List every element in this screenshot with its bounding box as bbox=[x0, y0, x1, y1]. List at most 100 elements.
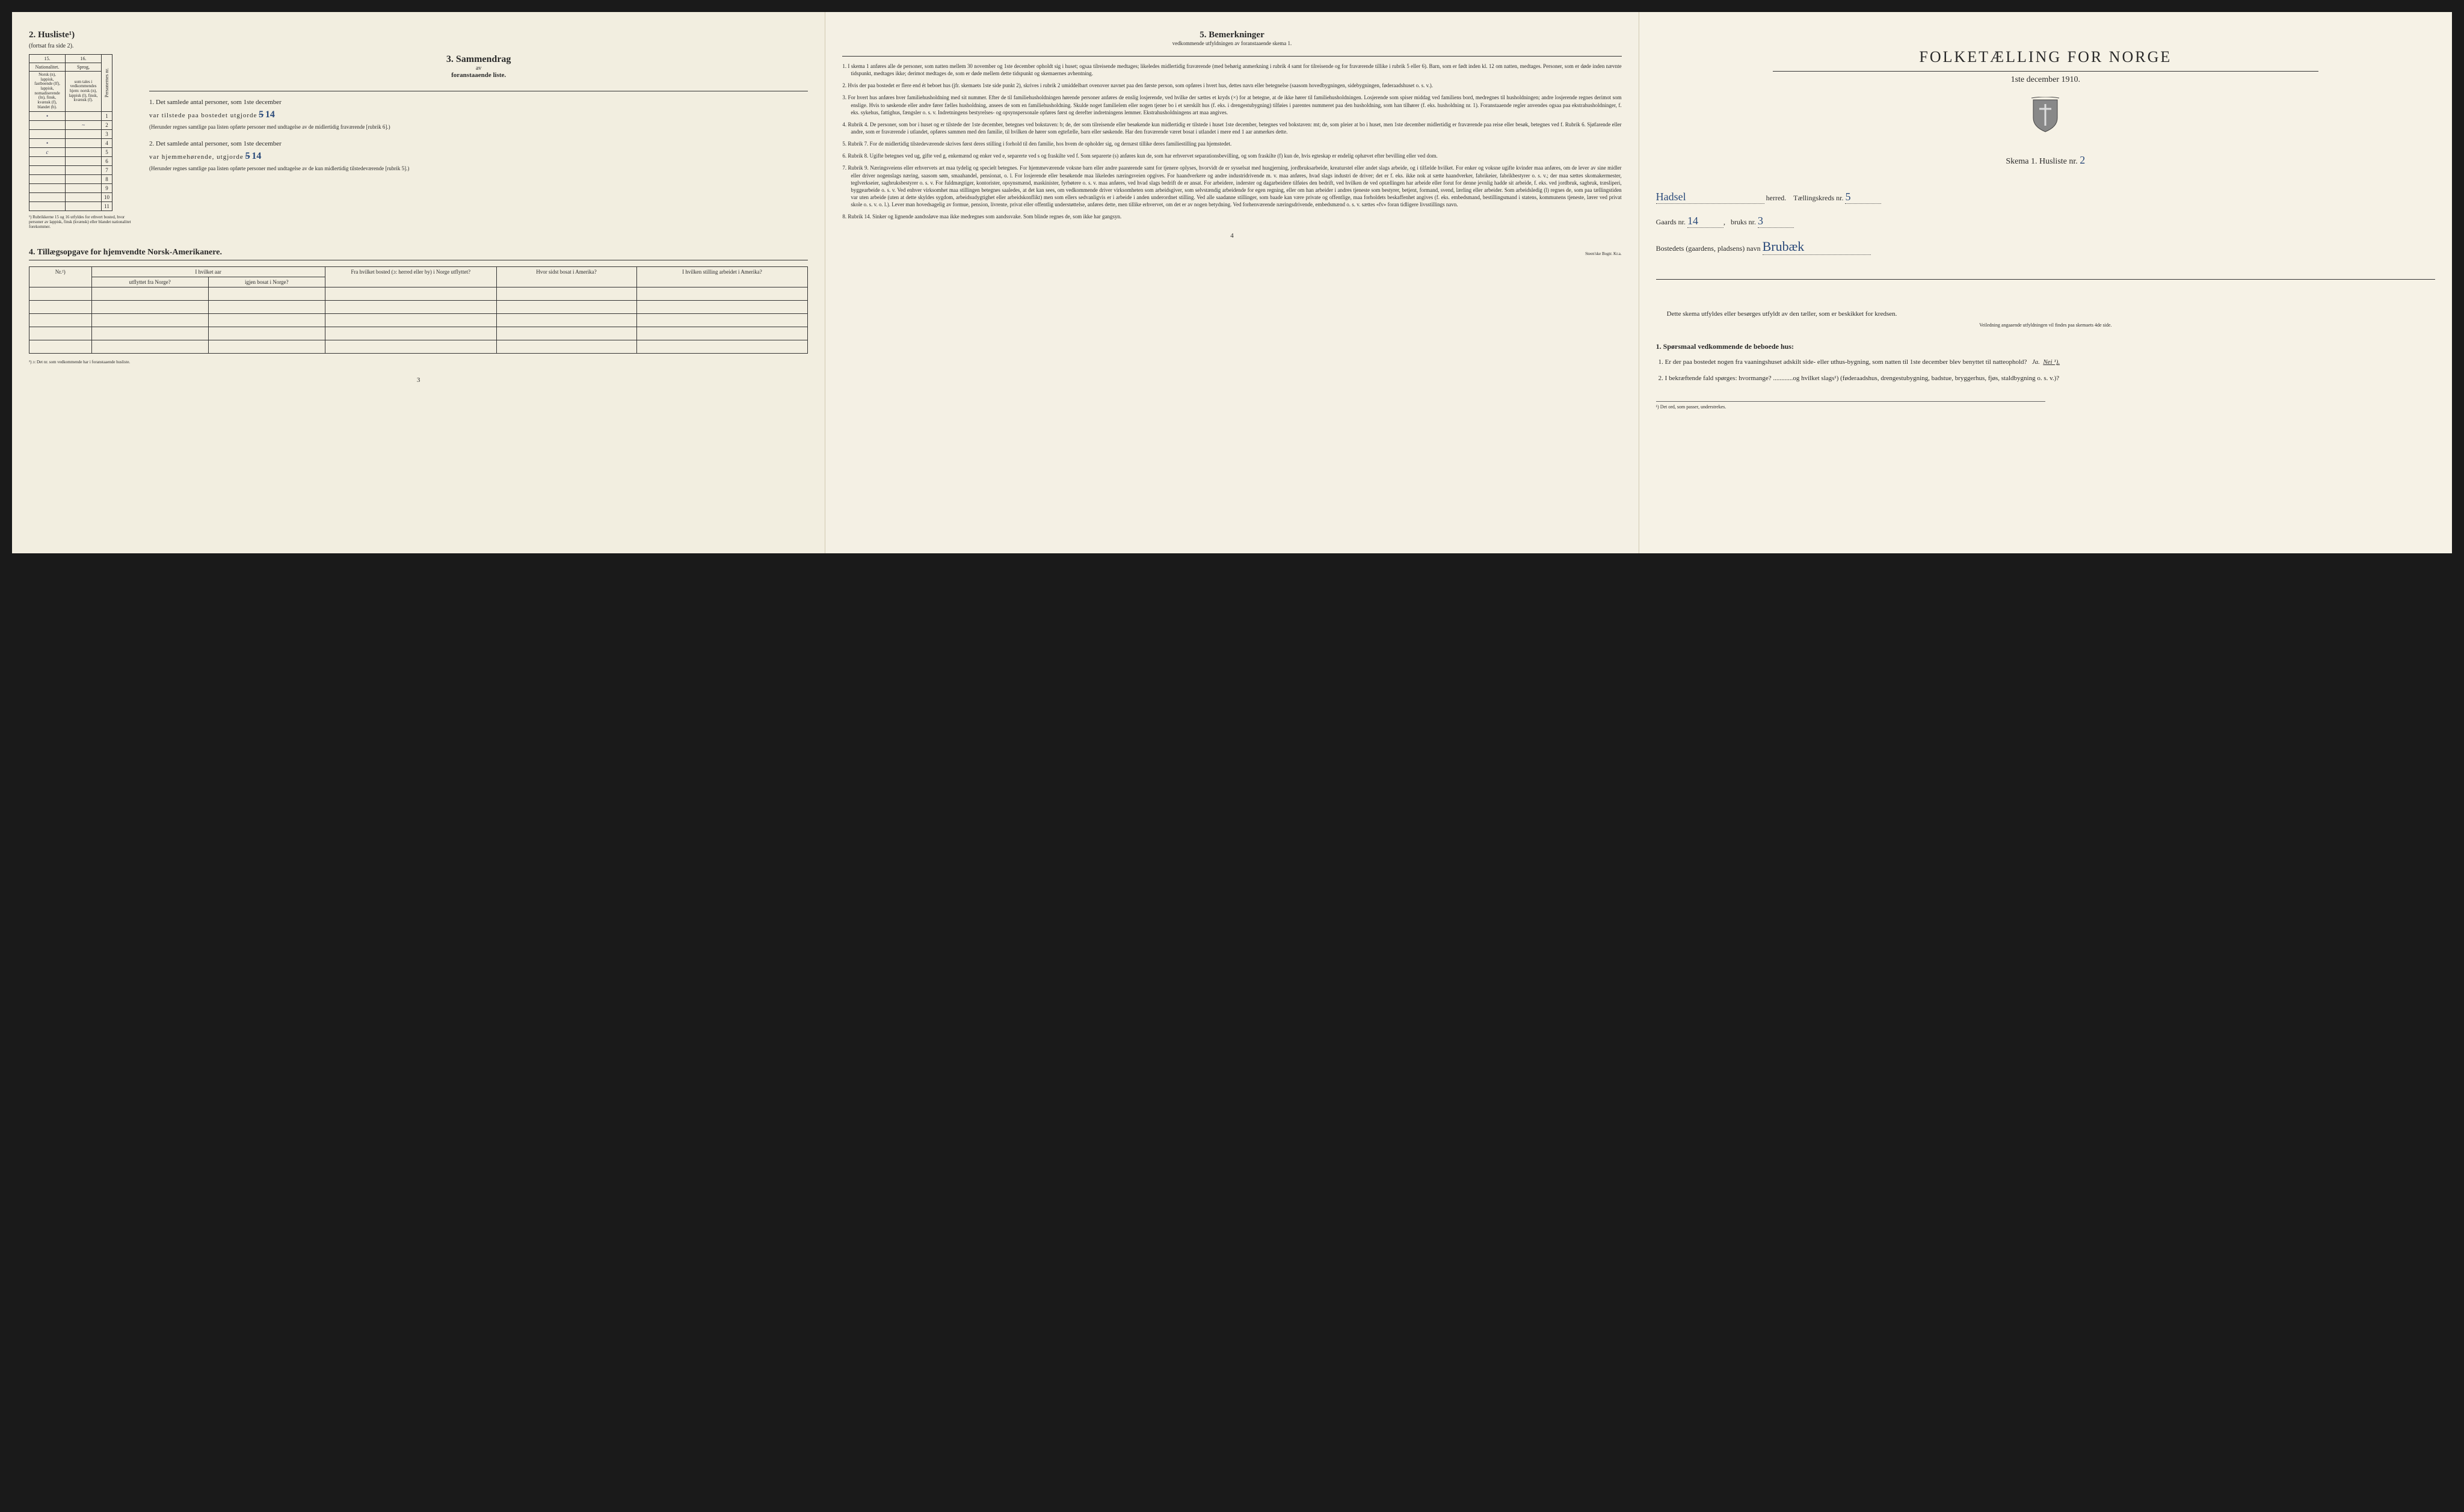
item1-mid: var tilstede paa bostedet utgjorde bbox=[149, 112, 257, 119]
husliste-section: 2. Husliste¹) (fortsat fra side 2). 15. … bbox=[29, 30, 137, 230]
item1-note: (Herunder regnes samtlige paa listen opf… bbox=[149, 124, 390, 130]
item1-pre: 1. Det samlede antal personer, som 1ste … bbox=[149, 99, 282, 106]
cell-16-11 bbox=[66, 201, 102, 211]
bem-item-7: 7. Rubrik 9. Næringsveiens eller erhverv… bbox=[842, 164, 1621, 208]
herred-val: Hadsel bbox=[1656, 191, 1686, 203]
rownr-4: 4 bbox=[102, 138, 112, 147]
bemerkninger-list: 1. I skema 1 anføres alle de personer, s… bbox=[842, 63, 1621, 220]
cell-15-8 bbox=[29, 174, 66, 183]
cell-15-6 bbox=[29, 156, 66, 165]
document-spread: 2. Husliste¹) (fortsat fra side 2). 1 5. … bbox=[12, 12, 2452, 553]
page-number-3: 3 bbox=[29, 376, 808, 384]
cell-16-10 bbox=[66, 192, 102, 201]
item1-strike: 5 bbox=[259, 109, 263, 120]
cell-15-4: • bbox=[29, 138, 66, 147]
cell-15-1: • bbox=[29, 111, 66, 120]
th-stilling: I hvilken stilling arbeidet i Amerika? bbox=[636, 266, 808, 287]
rownr-5: 5 bbox=[102, 147, 112, 156]
bemerkninger-sub: vedkommende utfyldningen av foranstaaend… bbox=[842, 40, 1621, 46]
cell-15-9 bbox=[29, 183, 66, 192]
cell-16-4 bbox=[66, 138, 102, 147]
cell-15-7 bbox=[29, 165, 66, 174]
small-note: Veiledning angaaende utfyldningen vil fi… bbox=[1656, 322, 2435, 328]
th-aar: I hvilket aar bbox=[91, 266, 325, 277]
husliste-footnote: ¹) Rubrikkerne 15 og 16 utfyldes for eth… bbox=[29, 215, 137, 230]
rownr-6: 6 bbox=[102, 156, 112, 165]
th-igjen: igjen bosat i Norge? bbox=[208, 277, 325, 287]
question-1: 1. Er der paa bostedet nogen fra vaaning… bbox=[1656, 357, 2435, 367]
bosted-line: Bostedets (gaardens, pladsens) navn Brub… bbox=[1656, 239, 2435, 255]
krets-val: 5 bbox=[1845, 191, 1850, 203]
th-sidst: Hvor sidst bosat i Amerika? bbox=[496, 266, 636, 287]
cell-16-2: ~ bbox=[66, 120, 102, 129]
rownr-2: 2 bbox=[102, 120, 112, 129]
skema-line: Skema 1. Husliste nr. 2 bbox=[1656, 154, 2435, 167]
sammendrag-sub: foranstaaende liste. bbox=[149, 72, 808, 79]
tillegg-row bbox=[29, 313, 808, 327]
divider bbox=[842, 56, 1621, 57]
col15-desc: Norsk (n), lappisk, fastboende (lf), lap… bbox=[29, 72, 66, 112]
husliste-title: 2. Husliste¹) bbox=[29, 30, 137, 40]
item2-strike: 5 bbox=[245, 151, 250, 161]
husliste-table: 15. 16. Personernes nr. Nationalitet. Sp… bbox=[29, 54, 112, 211]
page-number-4: 4 bbox=[842, 232, 1621, 239]
rownr-1: 1 bbox=[102, 111, 112, 120]
bem-item-2: 2. Hvis der paa bostedet er flere end ét… bbox=[842, 82, 1621, 89]
col16-desc: som tales i vedkommendes hjem: norsk (n)… bbox=[66, 72, 102, 112]
page-title: FOLKETÆLLING FOR NORGE 1ste december 191… bbox=[1639, 12, 2452, 553]
q1-text: 1. Er der paa bostedet nogen fra vaaning… bbox=[1659, 358, 2027, 366]
col15-label: Nationalitet. bbox=[29, 63, 66, 72]
skema-val: 2 bbox=[2080, 154, 2085, 166]
gaards-val: 14 bbox=[1687, 215, 1698, 227]
th-nr: Nr.²) bbox=[29, 266, 92, 287]
th-bosted: Fra hvilket bosted (ɔ: herred eller by) … bbox=[325, 266, 496, 287]
rownr-10: 10 bbox=[102, 192, 112, 201]
cell-16-6 bbox=[66, 156, 102, 165]
cell-16-3 bbox=[66, 129, 102, 138]
rownr-9: 9 bbox=[102, 183, 112, 192]
q1-nei: Nei ¹). bbox=[2043, 358, 2060, 366]
item1-val: 14 bbox=[265, 109, 275, 120]
bem-item-1: 1. I skema 1 anføres alle de personer, s… bbox=[842, 63, 1621, 77]
cell-16-9 bbox=[66, 183, 102, 192]
skema-label: Skema 1. Husliste nr. bbox=[2006, 157, 2077, 166]
cell-15-2 bbox=[29, 120, 66, 129]
bem-item-4: 4. Rubrik 4. De personer, som bor i huse… bbox=[842, 121, 1621, 135]
cell-16-1 bbox=[66, 111, 102, 120]
bem-item-6: 6. Rubrik 8. Ugifte betegnes ved ug, gif… bbox=[842, 152, 1621, 159]
divider bbox=[1656, 279, 2435, 280]
col16-label: Sprog, bbox=[66, 63, 102, 72]
tillegg-footnote: ²) ɔ: Det nr. som vedkommende har i fora… bbox=[29, 360, 808, 364]
rownr-7: 7 bbox=[102, 165, 112, 174]
question-title: 1. Spørsmaal vedkommende de beboede hus: bbox=[1656, 342, 2435, 351]
cell-15-5: c bbox=[29, 147, 66, 156]
tillegg-row bbox=[29, 340, 808, 353]
footnote-right: ¹) Det ord, som passer, understrekes. bbox=[1656, 401, 2046, 410]
bruks-label: bruks nr. bbox=[1731, 218, 1756, 226]
census-title: FOLKETÆLLING FOR NORGE bbox=[1656, 48, 2435, 66]
th-utflyttet: utflyttet fra Norge? bbox=[91, 277, 208, 287]
herred-line: Hadsel herred. Tællingskreds nr. 5 bbox=[1656, 191, 2435, 204]
cell-15-10 bbox=[29, 192, 66, 201]
gaards-line: Gaards nr. 14, bruks nr. 3 bbox=[1656, 215, 2435, 228]
instruction-text: Dette skema utfyldes eller besørges utfy… bbox=[1656, 310, 2435, 319]
rownr-3: 3 bbox=[102, 129, 112, 138]
bem-item-3: 3. For hvert hus anføres hver familiehus… bbox=[842, 94, 1621, 115]
tillegg-row bbox=[29, 327, 808, 340]
colnr-label: Personernes nr. bbox=[104, 65, 109, 101]
census-date: 1ste december 1910. bbox=[1773, 71, 2318, 85]
page-4: 5. Bemerkninger vedkommende utfyldningen… bbox=[825, 12, 1639, 553]
bosted-val: Brubæk bbox=[1763, 239, 1805, 254]
gaards-label: Gaards nr. bbox=[1656, 218, 1686, 226]
krets-label: Tællingskreds nr. bbox=[1793, 194, 1843, 202]
rownr-11: 11 bbox=[102, 201, 112, 211]
tillegg-section: 4. Tillægsopgave for hjemvendte Norsk-Am… bbox=[29, 248, 808, 364]
item2-mid: var hjemmehørende, utgjorde bbox=[149, 153, 244, 161]
tillegg-title: 4. Tillægsopgave for hjemvendte Norsk-Am… bbox=[29, 248, 808, 257]
cell-15-11 bbox=[29, 201, 66, 211]
page-3: 2. Husliste¹) (fortsat fra side 2). 15. … bbox=[12, 12, 825, 553]
item2-note: (Herunder regnes samtlige paa listen opf… bbox=[149, 165, 409, 171]
sammendrag-item-2: 2. Det samlede antal personer, som 1ste … bbox=[149, 139, 808, 173]
husliste-sub: (fortsat fra side 2). bbox=[29, 43, 137, 49]
tillegg-row bbox=[29, 300, 808, 313]
